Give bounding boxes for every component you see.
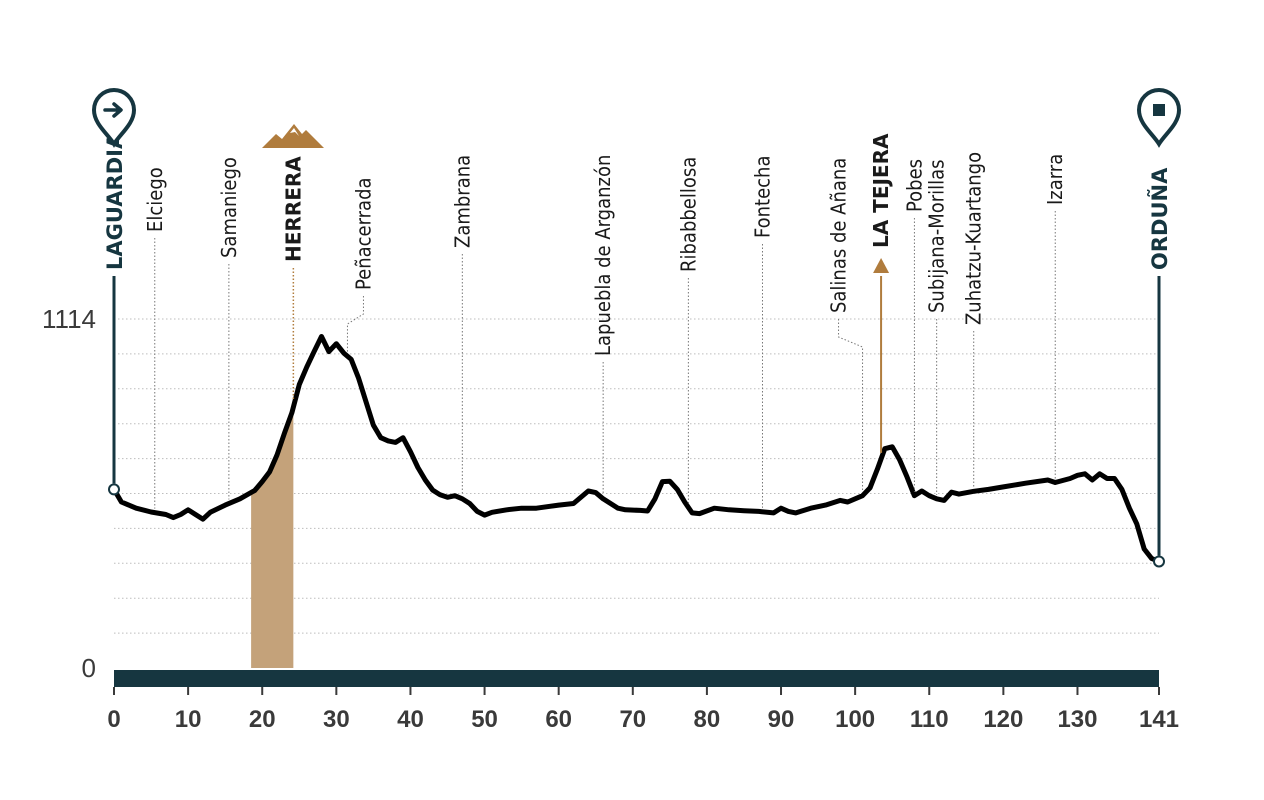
start-finish-markers: LAGUARDIA ORDUÑA bbox=[91, 88, 1182, 568]
x-tick-label: 90 bbox=[768, 706, 795, 733]
square-stop-icon bbox=[1153, 104, 1165, 116]
finish-flag-pin-icon bbox=[1136, 88, 1182, 148]
x-tick-label: 70 bbox=[619, 706, 646, 733]
location-leader-line bbox=[346, 296, 364, 353]
y-tick-label: 0 bbox=[82, 653, 96, 683]
location-label: Zambrana bbox=[450, 155, 474, 248]
location-label: Elciego bbox=[143, 167, 167, 232]
x-tick-label: 20 bbox=[249, 706, 276, 733]
x-tick-label: 110 bbox=[910, 706, 949, 733]
location-label: Lapuebla de Arganzón bbox=[591, 155, 615, 356]
x-tick-label: 130 bbox=[1057, 706, 1097, 733]
x-tick-label: 141 bbox=[1139, 706, 1179, 733]
location-label: Subijana-Morillas bbox=[925, 159, 949, 313]
finish-point bbox=[1153, 555, 1165, 568]
location-label: Ribabbellosa bbox=[676, 157, 700, 272]
location-label: Zuhatzu-Kuartango bbox=[962, 152, 986, 325]
elevation-profile-line bbox=[111, 334, 1162, 564]
climb-label-la-tejera: LA TEJERA bbox=[869, 133, 893, 248]
location-label: Fontecha bbox=[750, 156, 774, 239]
location-leader-line bbox=[838, 319, 864, 492]
start-point bbox=[108, 483, 120, 496]
x-tick-label: 80 bbox=[694, 706, 721, 733]
location-label: Pobes bbox=[902, 159, 926, 212]
x-tick-label: 10 bbox=[175, 706, 202, 733]
location-label: Izarra bbox=[1043, 154, 1067, 205]
x-tick-label: 30 bbox=[323, 706, 350, 733]
profile-line-group bbox=[111, 334, 1162, 564]
x-tick-label: 60 bbox=[545, 706, 572, 733]
location-label: Salinas de Añana bbox=[827, 158, 851, 313]
finish-label: ORDUÑA bbox=[1147, 167, 1172, 270]
x-tick-label: 120 bbox=[983, 706, 1023, 733]
climb-band-herrera bbox=[251, 407, 294, 668]
triangle-up-icon bbox=[873, 258, 890, 273]
start-label: LAGUARDIA bbox=[103, 132, 127, 270]
y-axis: 1114 0 bbox=[42, 304, 96, 683]
mountain-snow-icon bbox=[290, 128, 299, 136]
climb-band bbox=[251, 407, 294, 668]
location-label: Samaniego bbox=[217, 157, 241, 258]
y-tick-label: 1114 bbox=[42, 304, 96, 334]
x-tick-label: 40 bbox=[397, 706, 424, 733]
x-tick-label: 100 bbox=[835, 706, 875, 733]
mountain-icon bbox=[262, 124, 324, 148]
location-labels: Elciego Samaniego Peñacerrada Zambrana Lapue… bbox=[143, 124, 1067, 509]
arrow-right-icon bbox=[103, 102, 123, 118]
x-axis: 0 10 20 30 40 50 60 70 80 90 100 110 120 130 141 bbox=[107, 670, 1179, 733]
climb-label-herrera: HERRERA bbox=[281, 156, 305, 262]
x-tick-label: 50 bbox=[471, 706, 498, 733]
location-label: Peñacerrada bbox=[351, 177, 375, 290]
x-axis-bar bbox=[114, 670, 1159, 687]
x-tick-label: 0 bbox=[107, 706, 120, 733]
